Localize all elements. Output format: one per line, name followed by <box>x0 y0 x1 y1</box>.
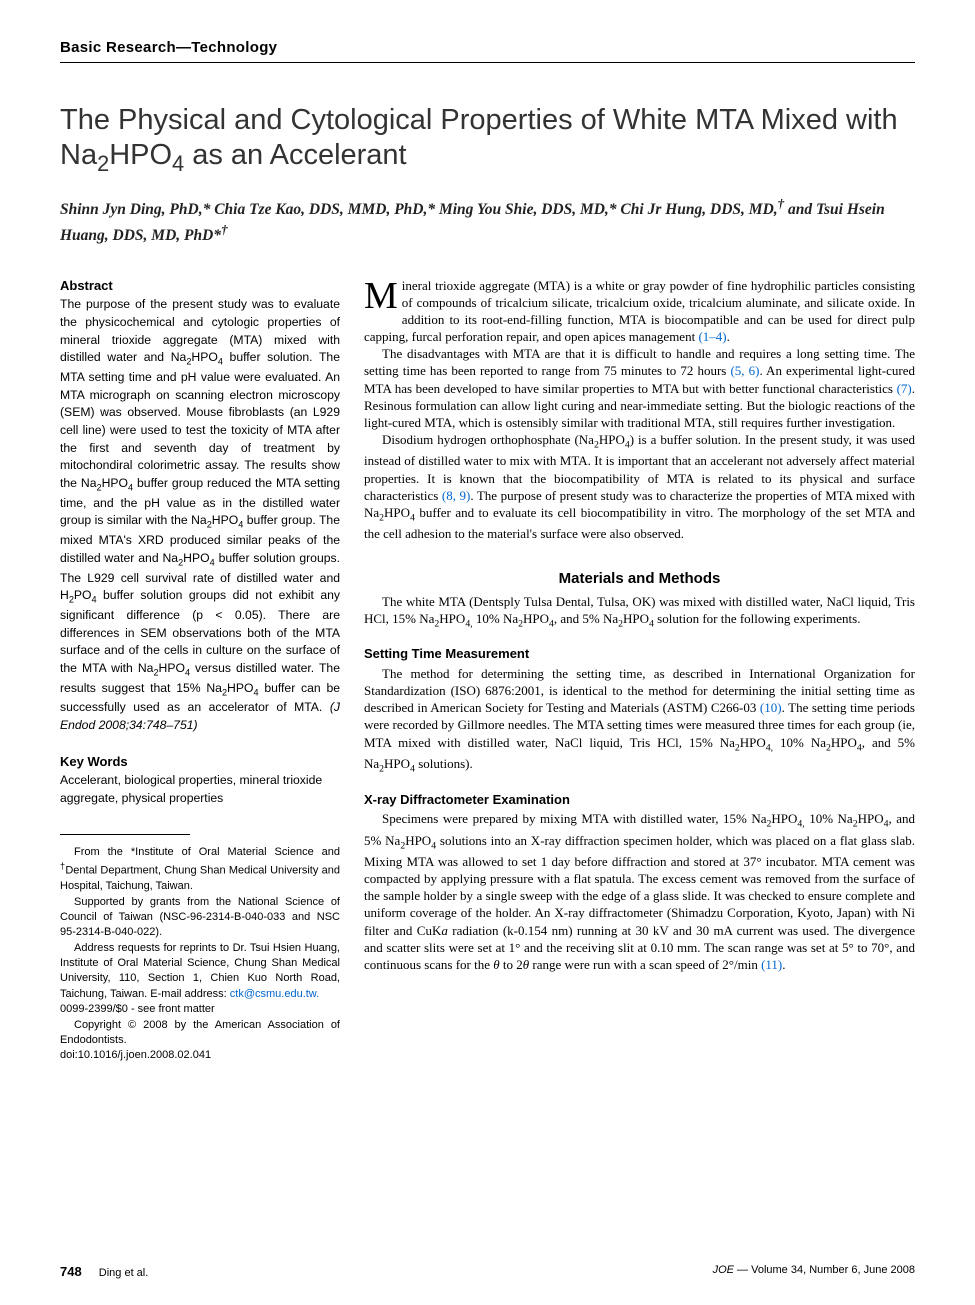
intro-paragraph: The disadvantages with MTA are that it i… <box>364 345 915 431</box>
left-column: Abstract The purpose of the present stud… <box>60 277 340 1064</box>
footer-authors: Ding et al. <box>99 1267 149 1279</box>
two-column-layout: Abstract The purpose of the present stud… <box>60 277 915 1064</box>
email-link[interactable]: ctk@csmu.edu.tw. <box>230 988 319 1000</box>
affiliations-block: From the *Institute of Oral Material Sci… <box>60 845 340 1064</box>
page-footer: 748 Ding et al. JOE — Volume 34, Number … <box>60 1263 915 1281</box>
intro-paragraph: Disodium hydrogen orthophosphate (Na2HPO… <box>364 431 915 543</box>
affil-line: From the *Institute of Oral Material Sci… <box>60 845 340 895</box>
keywords-heading: Key Words <box>60 753 340 771</box>
right-column: Mineral trioxide aggregate (MTA) is a wh… <box>364 277 915 1064</box>
affil-line: 0099-2399/$0 - see front matter <box>60 1002 340 1017</box>
issue-info: — Volume 34, Number 6, June 2008 <box>734 1264 915 1276</box>
setting-time-paragraph: The method for determining the setting t… <box>364 665 915 777</box>
intro-paragraph: Mineral trioxide aggregate (MTA) is a wh… <box>364 277 915 346</box>
article-title: The Physical and Cytological Properties … <box>60 103 915 177</box>
xrd-heading: X-ray Diffractometer Examination <box>364 791 915 809</box>
affil-line: Address requests for reprints to Dr. Tsu… <box>60 941 340 1003</box>
affil-line: Copyright © 2008 by the American Associa… <box>60 1018 340 1049</box>
footer-right: JOE — Volume 34, Number 6, June 2008 <box>713 1263 915 1281</box>
keywords-body: Accelerant, biological properties, miner… <box>60 772 340 807</box>
affil-line: Supported by grants from the National Sc… <box>60 895 340 941</box>
xrd-paragraph: Specimens were prepared by mixing MTA wi… <box>364 810 915 973</box>
journal-abbr: JOE <box>713 1264 734 1276</box>
authors: Shinn Jyn Ding, PhD,* Chia Tze Kao, DDS,… <box>60 195 915 247</box>
page-number: 748 <box>60 1264 82 1279</box>
section-header: Basic Research—Technology <box>60 38 915 63</box>
methods-paragraph: The white MTA (Dentsply Tulsa Dental, Tu… <box>364 593 915 632</box>
abstract-body: The purpose of the present study was to … <box>60 296 340 735</box>
abstract-heading: Abstract <box>60 277 340 295</box>
footer-left: 748 Ding et al. <box>60 1263 148 1281</box>
affil-line: doi:10.1016/j.joen.2008.02.041 <box>60 1048 340 1063</box>
methods-heading: Materials and Methods <box>364 569 915 589</box>
setting-time-heading: Setting Time Measurement <box>364 645 915 663</box>
divider <box>60 834 190 835</box>
